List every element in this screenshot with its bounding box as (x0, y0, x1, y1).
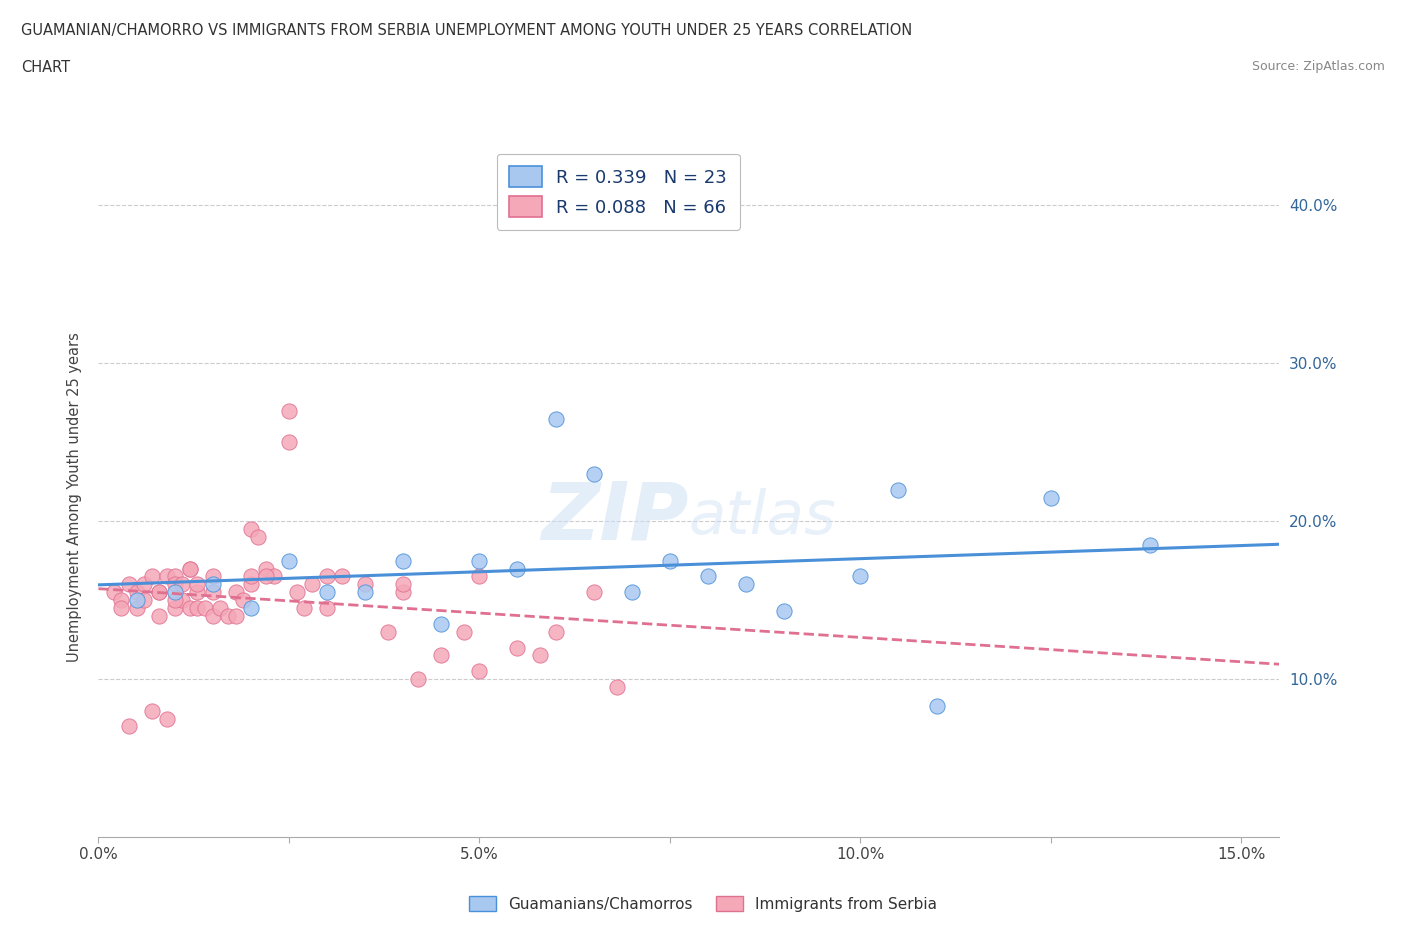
Point (316, 585, 339, 600)
Point (163, 601, 186, 616)
Point (217, 608, 239, 623)
Point (141, 703, 163, 718)
Point (201, 585, 224, 600)
Text: GUAMANIAN/CHAMORRO VS IMMIGRANTS FROM SERBIA UNEMPLOYMENT AMONG YOUTH UNDER 25 Y: GUAMANIAN/CHAMORRO VS IMMIGRANTS FROM SE… (21, 23, 912, 38)
Point (468, 553, 491, 568)
Point (392, 585, 415, 600)
Legend: R = 0.339   N = 23, R = 0.088   N = 66: R = 0.339 N = 23, R = 0.088 N = 66 (496, 153, 740, 230)
Legend: Guamanians/Chamorros, Immigrants from Serbia: Guamanians/Chamorros, Immigrants from Se… (463, 889, 943, 918)
Point (408, 671, 430, 686)
Point (277, 404, 299, 418)
Point (148, 608, 170, 623)
Point (156, 569, 179, 584)
Point (103, 585, 125, 600)
Text: CHART: CHART (21, 60, 70, 75)
Point (194, 601, 217, 616)
Point (201, 608, 224, 623)
Point (285, 585, 308, 600)
Point (172, 592, 194, 607)
Point (247, 529, 270, 544)
Point (544, 624, 567, 639)
Point (239, 522, 262, 537)
Point (658, 553, 681, 568)
Point (254, 561, 277, 576)
Point (263, 569, 285, 584)
Point (544, 411, 567, 426)
Point (239, 601, 262, 616)
Point (239, 577, 262, 591)
Point (118, 577, 141, 591)
Point (316, 601, 339, 616)
Point (606, 680, 628, 695)
Point (468, 664, 491, 679)
Point (1039, 490, 1062, 505)
Point (225, 585, 247, 600)
Point (254, 569, 277, 584)
Point (849, 569, 872, 584)
Point (163, 585, 186, 600)
Point (201, 577, 224, 591)
Point (430, 648, 453, 663)
Point (163, 577, 186, 591)
Point (925, 698, 948, 713)
Point (148, 585, 170, 600)
Y-axis label: Unemployment Among Youth under 25 years: Unemployment Among Youth under 25 years (67, 333, 83, 662)
Point (179, 601, 201, 616)
Point (110, 592, 132, 607)
Point (506, 561, 529, 576)
Point (186, 601, 208, 616)
Point (887, 483, 910, 498)
Point (179, 561, 201, 576)
Point (430, 617, 453, 631)
Point (354, 585, 377, 600)
Point (316, 569, 339, 584)
Point (118, 719, 141, 734)
Point (773, 604, 796, 618)
Point (148, 585, 170, 600)
Point (506, 640, 529, 655)
Point (453, 624, 475, 639)
Point (330, 569, 353, 584)
Point (125, 585, 148, 600)
Point (134, 592, 156, 607)
Text: Source: ZipAtlas.com: Source: ZipAtlas.com (1251, 60, 1385, 73)
Point (172, 577, 194, 591)
Point (392, 553, 415, 568)
Point (110, 601, 132, 616)
Point (582, 585, 605, 600)
Point (354, 577, 377, 591)
Point (186, 577, 208, 591)
Point (125, 592, 148, 607)
Text: ZIP: ZIP (541, 479, 689, 557)
Point (163, 592, 186, 607)
Point (225, 608, 247, 623)
Text: atlas: atlas (689, 488, 837, 548)
Point (620, 585, 643, 600)
Point (735, 577, 758, 591)
Point (392, 577, 415, 591)
Point (141, 569, 163, 584)
Point (125, 601, 148, 616)
Point (239, 569, 262, 584)
Point (277, 435, 299, 450)
Point (201, 569, 224, 584)
Point (468, 569, 491, 584)
Point (186, 585, 208, 600)
Point (277, 553, 299, 568)
Point (156, 711, 179, 726)
Point (377, 624, 399, 639)
Point (232, 592, 254, 607)
Point (179, 561, 201, 576)
Point (582, 467, 605, 482)
Point (209, 601, 232, 616)
Point (292, 601, 315, 616)
Point (697, 569, 720, 584)
Point (529, 648, 551, 663)
Point (163, 569, 186, 584)
Point (1139, 538, 1161, 552)
Point (301, 577, 323, 591)
Point (134, 577, 156, 591)
